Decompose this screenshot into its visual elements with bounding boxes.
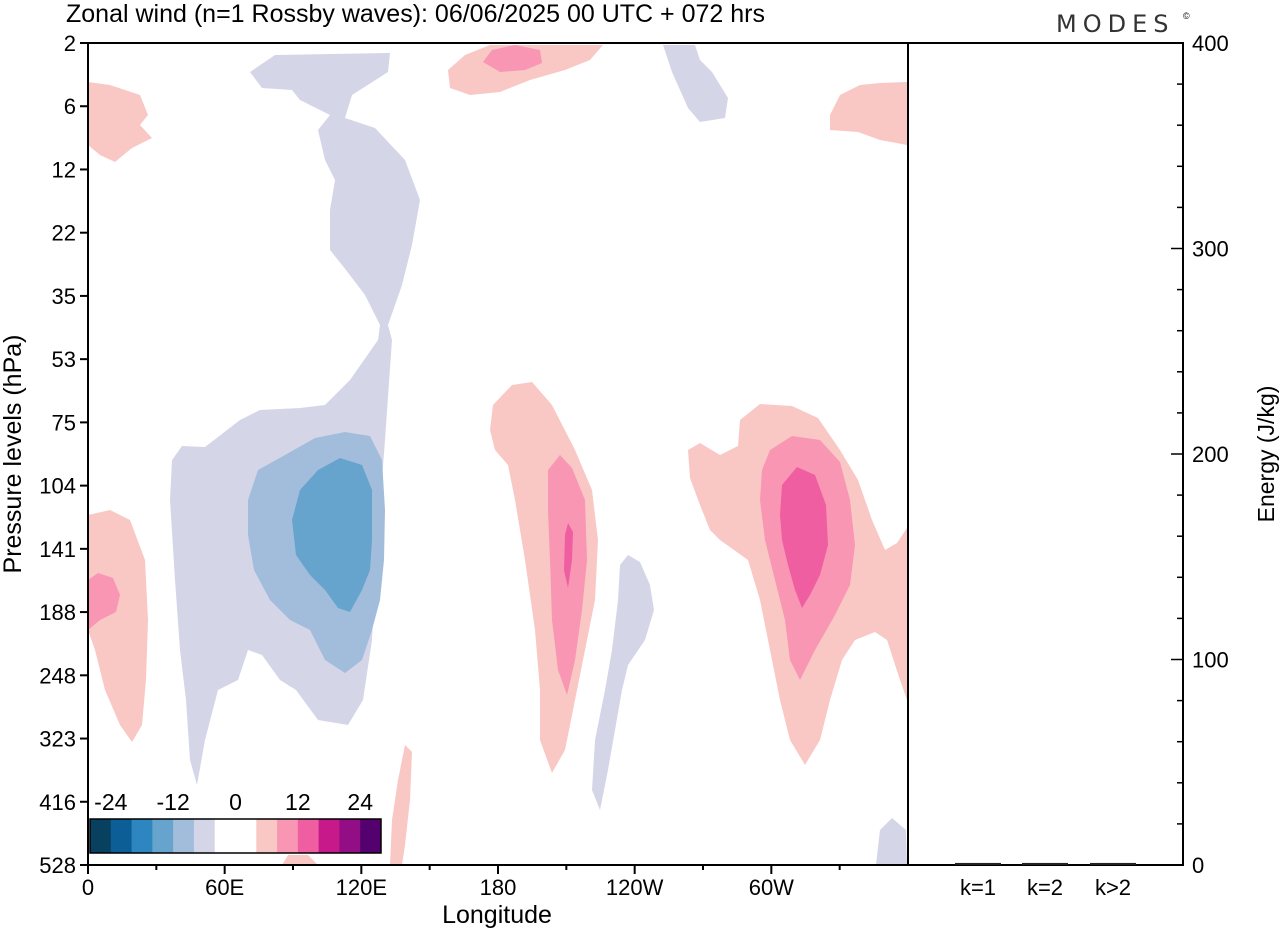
x-tick-label: 120W: [606, 875, 664, 900]
energy-bars: k=1 k=2 k>2: [955, 862, 1136, 900]
contour-pos-strong-center: [564, 523, 573, 588]
x-tick-label: 120E: [336, 875, 387, 900]
energy-tick-label: 300: [1192, 237, 1229, 262]
colorbar-label: 24: [347, 789, 373, 815]
energy-axis: 0 100 200 300 400: [1171, 31, 1229, 878]
y-tick-label: 248: [39, 663, 76, 688]
contour-neg-strong: [292, 458, 372, 612]
brand-logo: MODES: [1056, 10, 1174, 38]
colorbar-swatch: [297, 819, 320, 853]
colorbar-swatch: [110, 819, 133, 853]
x-tick-label: 60E: [205, 875, 244, 900]
contour-pos-moderate-left: [88, 573, 120, 630]
contour-field: [88, 45, 907, 865]
colorbar-swatch: [131, 819, 153, 853]
energy-frame: [907, 42, 1184, 866]
energy-bar: [1090, 862, 1136, 865]
y-tick-label: 188: [39, 600, 76, 625]
colorbar-swatch: [256, 819, 278, 853]
brand-mark: ©: [1183, 11, 1190, 21]
contour-pos-weak-bottom: [282, 852, 318, 865]
colorbar-frame: [89, 818, 382, 854]
energy-category-label: k>2: [1095, 875, 1131, 900]
energy-category-label: k=2: [1027, 875, 1063, 900]
contour-pos-weak-small: [390, 745, 412, 865]
contour-neg-weak-mid: [592, 555, 654, 810]
x-tick-label: 180: [480, 875, 517, 900]
y-tick-label: 35: [52, 284, 76, 309]
colorbar-swatch: [318, 819, 340, 853]
contour-pos-weak-topleft: [88, 82, 152, 162]
colorbar-swatch: [193, 819, 216, 853]
colorbar-label: -12: [157, 789, 190, 815]
contour-neg-weak-bottom-right: [876, 818, 907, 865]
energy-tick-label: 400: [1192, 31, 1229, 56]
colorbar-swatch: [277, 819, 299, 853]
colorbar: -24 -12 0 12 24: [88, 789, 383, 855]
colorbar-swatch: [214, 819, 236, 853]
y-tick-label: 22: [52, 221, 76, 246]
y-tick-label: 528: [39, 853, 76, 878]
energy-bar: [955, 862, 1001, 865]
y-tick-label: 12: [52, 157, 76, 182]
energy-tick-label: 200: [1192, 442, 1229, 467]
y-tick-label: 53: [52, 347, 76, 372]
y-tick-label: 416: [39, 790, 76, 815]
y-tick-label: 75: [52, 410, 76, 435]
energy-axis-label: Energy (J/kg): [1253, 386, 1279, 523]
y-tick-label: 323: [39, 727, 76, 752]
chart-title: Zonal wind (n=1 Rossby waves): 06/06/202…: [66, 0, 765, 28]
x-tick-label: 0: [82, 875, 94, 900]
y-tick-label: 2: [64, 31, 76, 56]
energy-tick-label: 0: [1192, 853, 1204, 878]
colorbar-swatch: [235, 819, 257, 853]
contour-pos-weak-topright: [830, 82, 907, 145]
colorbar-swatch: [173, 819, 195, 853]
colorbar-label: 12: [285, 789, 311, 815]
pressure-axis: 2 6 12 22 35 53 75 104 141 188 248 323 416 528: [39, 31, 88, 878]
colorbar-label: 0: [229, 789, 242, 815]
longitude-axis: 0 60E 120E 180 120W 60W: [82, 865, 841, 900]
y-tick-label: 6: [64, 94, 76, 119]
contour-neg-weak-main: [170, 53, 420, 785]
energy-bar: [1022, 862, 1068, 865]
energy-tick-label: 100: [1192, 648, 1229, 673]
colorbar-swatch: [339, 819, 361, 853]
energy-category-label: k=1: [960, 875, 996, 900]
contour-pos-weak-left: [88, 510, 148, 742]
x-tick-label: 60W: [749, 875, 794, 900]
y-axis-label: Pressure levels (hPa): [0, 335, 27, 574]
colorbar-label: -24: [94, 789, 127, 815]
contour-pos-strong-right: [780, 467, 828, 608]
colorbar-swatch: [360, 819, 382, 853]
x-axis-label: Longitude: [442, 901, 552, 929]
colorbar-swatch: [90, 819, 112, 853]
contour-neg-weak-top-right: [663, 45, 728, 122]
y-tick-label: 104: [39, 474, 76, 499]
contour-pos-moderate-top: [483, 45, 542, 72]
y-tick-label: 141: [39, 537, 76, 562]
colorbar-swatch: [152, 819, 174, 853]
